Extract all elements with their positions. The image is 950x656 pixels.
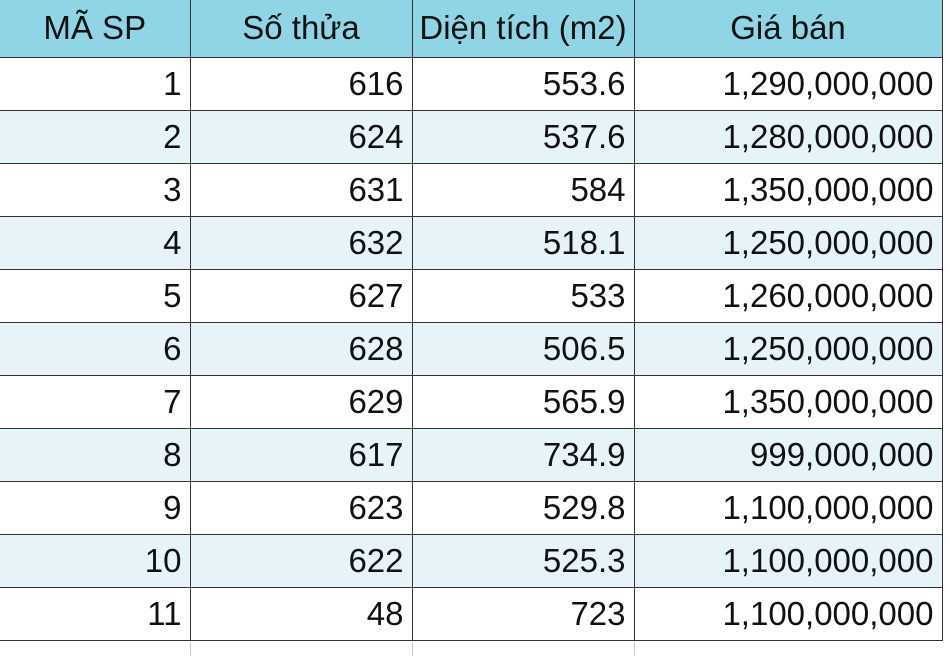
table-row: 11 48 723 1,100,000,000 — [0, 587, 943, 641]
cell-area[interactable]: 565.9 — [412, 375, 635, 429]
gridline — [190, 642, 191, 656]
cell-price[interactable]: 1,260,000,000 — [634, 269, 943, 323]
cell-product-code[interactable]: 1 — [0, 57, 191, 111]
cell-product-code[interactable]: 8 — [0, 428, 191, 482]
cell-parcel-number[interactable]: 629 — [190, 375, 413, 429]
cell-product-code[interactable]: 9 — [0, 481, 191, 535]
cell-price[interactable]: 1,350,000,000 — [634, 375, 943, 429]
cell-parcel-number[interactable]: 631 — [190, 163, 413, 217]
land-price-table: MÃ SP Số thửa Diện tích (m2) Giá bán 1 61… — [0, 0, 943, 641]
cell-area[interactable]: 723 — [412, 587, 635, 641]
cell-price[interactable]: 1,350,000,000 — [634, 163, 943, 217]
cell-area[interactable]: 537.6 — [412, 110, 635, 164]
cell-price[interactable]: 1,250,000,000 — [634, 216, 943, 270]
header-price[interactable]: Giá bán — [634, 0, 943, 58]
table-row: 10 622 525.3 1,100,000,000 — [0, 534, 943, 588]
cell-product-code[interactable]: 3 — [0, 163, 191, 217]
table-row: 1 616 553.6 1,290,000,000 — [0, 57, 943, 111]
header-row: MÃ SP Số thửa Diện tích (m2) Giá bán — [0, 0, 943, 58]
cell-parcel-number[interactable]: 622 — [190, 534, 413, 588]
cell-parcel-number[interactable]: 616 — [190, 57, 413, 111]
table-row: 5 627 533 1,260,000,000 — [0, 269, 943, 323]
cell-price[interactable]: 1,100,000,000 — [634, 481, 943, 535]
cell-area[interactable]: 529.8 — [412, 481, 635, 535]
cell-product-code[interactable]: 11 — [0, 587, 191, 641]
cell-parcel-number[interactable]: 624 — [190, 110, 413, 164]
table-body: 1 616 553.6 1,290,000,000 2 624 537.6 1,280,000… — [0, 57, 943, 641]
table-row: 4 632 518.1 1,250,000,000 — [0, 216, 943, 270]
table-row: 7 629 565.9 1,350,000,000 — [0, 375, 943, 429]
cell-area[interactable]: 553.6 — [412, 57, 635, 111]
header-parcel-number[interactable]: Số thửa — [190, 0, 413, 58]
cell-product-code[interactable]: 6 — [0, 322, 191, 376]
header-area[interactable]: Diện tích (m2) — [412, 0, 635, 58]
cell-parcel-number[interactable]: 617 — [190, 428, 413, 482]
cell-parcel-number[interactable]: 48 — [190, 587, 413, 641]
gridline — [634, 642, 635, 656]
cell-area[interactable]: 533 — [412, 269, 635, 323]
cell-price[interactable]: 1,290,000,000 — [634, 57, 943, 111]
cell-parcel-number[interactable]: 628 — [190, 322, 413, 376]
table-row: 2 624 537.6 1,280,000,000 — [0, 110, 943, 164]
table-header: MÃ SP Số thửa Diện tích (m2) Giá bán — [0, 0, 943, 58]
cell-product-code[interactable]: 10 — [0, 534, 191, 588]
cell-area[interactable]: 518.1 — [412, 216, 635, 270]
cell-product-code[interactable]: 5 — [0, 269, 191, 323]
cell-area[interactable]: 734.9 — [412, 428, 635, 482]
cell-product-code[interactable]: 4 — [0, 216, 191, 270]
cell-price[interactable]: 1,100,000,000 — [634, 587, 943, 641]
cell-product-code[interactable]: 7 — [0, 375, 191, 429]
cell-price[interactable]: 1,250,000,000 — [634, 322, 943, 376]
cell-product-code[interactable]: 2 — [0, 110, 191, 164]
table-row: 6 628 506.5 1,250,000,000 — [0, 322, 943, 376]
cell-price[interactable]: 1,280,000,000 — [634, 110, 943, 164]
cell-area[interactable]: 584 — [412, 163, 635, 217]
table-row: 8 617 734.9 999,000,000 — [0, 428, 943, 482]
gridline — [412, 642, 413, 656]
table-row: 3 631 584 1,350,000,000 — [0, 163, 943, 217]
cell-parcel-number[interactable]: 627 — [190, 269, 413, 323]
cell-area[interactable]: 506.5 — [412, 322, 635, 376]
cell-price[interactable]: 999,000,000 — [634, 428, 943, 482]
cell-area[interactable]: 525.3 — [412, 534, 635, 588]
cell-price[interactable]: 1,100,000,000 — [634, 534, 943, 588]
table-row: 9 623 529.8 1,100,000,000 — [0, 481, 943, 535]
cell-parcel-number[interactable]: 632 — [190, 216, 413, 270]
header-product-code[interactable]: MÃ SP — [0, 0, 191, 58]
cell-parcel-number[interactable]: 623 — [190, 481, 413, 535]
